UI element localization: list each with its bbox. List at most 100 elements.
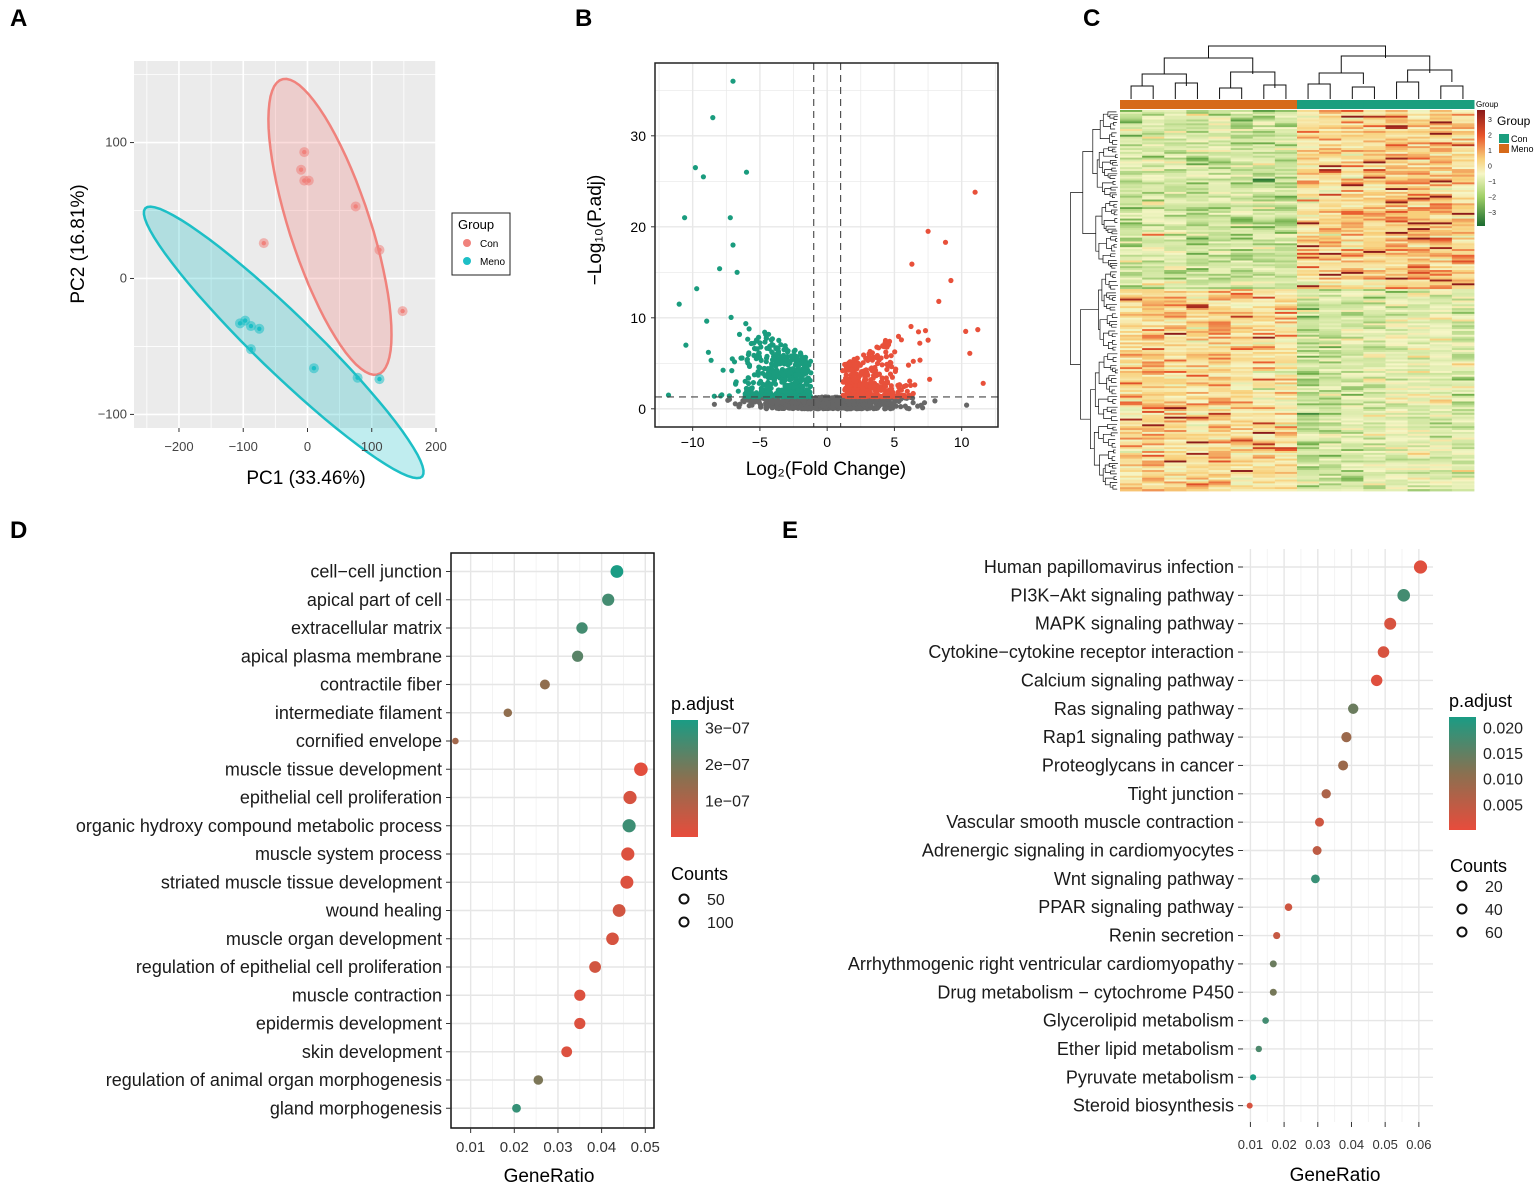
heatmap-cell — [1319, 370, 1342, 374]
heatmap-cell — [1451, 146, 1475, 149]
heatmap-cell — [1120, 447, 1143, 450]
heatmap-cell — [1407, 165, 1431, 168]
heatmap-cell — [1120, 346, 1143, 349]
heatmap-cell — [1252, 201, 1276, 204]
heatmap-cell — [1385, 170, 1409, 174]
heatmap-cell — [1385, 153, 1409, 157]
heatmap-cell — [1164, 218, 1187, 221]
heatmap-cell — [1208, 207, 1232, 210]
heatmap-cell — [1429, 386, 1453, 389]
heatmap-cell — [1297, 300, 1320, 303]
heatmap-cell — [1385, 407, 1409, 410]
heatmap-cell — [1252, 117, 1276, 120]
heatmap-cell — [1252, 340, 1276, 343]
volcano-point — [746, 326, 752, 332]
heatmap-cell — [1341, 110, 1364, 113]
heatmap-cell — [1120, 306, 1143, 309]
volcano-y-label: −Log₁₀(P.adj) — [585, 175, 606, 286]
heatmap-cell — [1208, 220, 1232, 223]
heatmap-cell — [1274, 110, 1298, 113]
heatmap-cell — [1385, 441, 1409, 444]
heatmap-cell — [1230, 460, 1254, 463]
heatmap-cell — [1363, 239, 1386, 242]
heatmap-cell — [1363, 340, 1386, 343]
heatmap-cell — [1385, 315, 1409, 319]
heatmap-cell — [1164, 155, 1187, 159]
heatmap-cell — [1120, 388, 1143, 391]
heatmap-cell — [1429, 241, 1453, 244]
heatmap-cell — [1164, 401, 1187, 404]
heatmap-cell — [1319, 195, 1342, 199]
heatmap-cell — [1142, 176, 1165, 179]
heatmap-cell — [1363, 201, 1386, 204]
heatmap-cell — [1341, 403, 1364, 406]
heatmap-cell — [1385, 182, 1409, 185]
heatmap-cell — [1363, 237, 1386, 240]
heatmap-cell — [1252, 410, 1276, 414]
heatmap-cell — [1451, 150, 1475, 153]
heatmap-cell — [1120, 121, 1143, 124]
heatmap-cell — [1297, 163, 1320, 166]
heatmap-cell — [1164, 258, 1187, 261]
heatmap-cell — [1230, 397, 1254, 400]
heatmap-cell — [1164, 308, 1187, 311]
heatmap-cell — [1297, 296, 1320, 299]
heatmap-cell — [1429, 132, 1453, 136]
heatmap-cell — [1142, 212, 1165, 216]
heatmap-cell — [1230, 420, 1254, 423]
heatmap-cell — [1208, 153, 1232, 157]
heatmap-cell — [1142, 386, 1165, 389]
heatmap-cell — [1319, 361, 1342, 364]
heatmap-cell — [1319, 254, 1342, 258]
heatmap-cell — [1252, 384, 1276, 387]
heatmap-cell — [1407, 384, 1431, 387]
heatmap-cell — [1319, 115, 1342, 119]
heatmap-cell — [1208, 186, 1232, 189]
heatmap-cell — [1429, 391, 1453, 395]
heatmap-cell — [1297, 317, 1320, 320]
heatmap-cell — [1230, 302, 1254, 305]
heatmap-cell — [1164, 332, 1187, 336]
heatmap-cell — [1164, 186, 1187, 189]
heatmap-cell — [1429, 150, 1453, 153]
heatmap-cell — [1451, 136, 1475, 139]
heatmap-cell — [1230, 416, 1254, 420]
heatmap-cell — [1186, 332, 1209, 336]
heatmap-cell — [1407, 235, 1431, 239]
heatmap-cell — [1297, 435, 1320, 439]
heatmap-cell — [1385, 353, 1409, 357]
heatmap-cell — [1274, 445, 1298, 448]
heatmap-cell — [1274, 401, 1298, 404]
heatmap-cell — [1120, 393, 1143, 397]
heatmap-cell — [1385, 258, 1409, 261]
heatmap-cell — [1142, 443, 1165, 446]
heatmap-cell — [1186, 266, 1209, 269]
heatmap-cell — [1208, 235, 1232, 239]
heatmap-cell — [1252, 306, 1276, 309]
heatmap-cell — [1252, 382, 1276, 385]
heatmap-cell — [1252, 260, 1276, 263]
heatmap-cell — [1363, 256, 1386, 259]
heatmap-cell — [1319, 374, 1342, 378]
heatmap-cell — [1252, 214, 1276, 218]
heatmap-cell — [1319, 393, 1342, 397]
heatmap-cell — [1142, 424, 1165, 427]
heatmap-cell — [1142, 125, 1165, 128]
heatmap-cell — [1429, 439, 1453, 442]
heatmap-cell — [1297, 466, 1320, 469]
heatmap-cell — [1120, 456, 1143, 460]
heatmap-cell — [1297, 203, 1320, 206]
heatmap-cell — [1319, 311, 1342, 315]
heatmap-cell — [1429, 348, 1453, 351]
volcano-point — [889, 402, 895, 408]
heatmap-cell — [1385, 399, 1409, 402]
heatmap-cell — [1297, 231, 1320, 235]
heatmap-cell — [1252, 372, 1276, 376]
heatmap-cell — [1142, 409, 1165, 412]
heatmap-cell — [1142, 247, 1165, 250]
heatmap-cell — [1186, 380, 1209, 383]
heatmap-cell — [1186, 270, 1209, 273]
heatmap-cell — [1208, 252, 1232, 256]
heatmap-cell — [1120, 119, 1143, 122]
heatmap-cell — [1208, 351, 1232, 355]
